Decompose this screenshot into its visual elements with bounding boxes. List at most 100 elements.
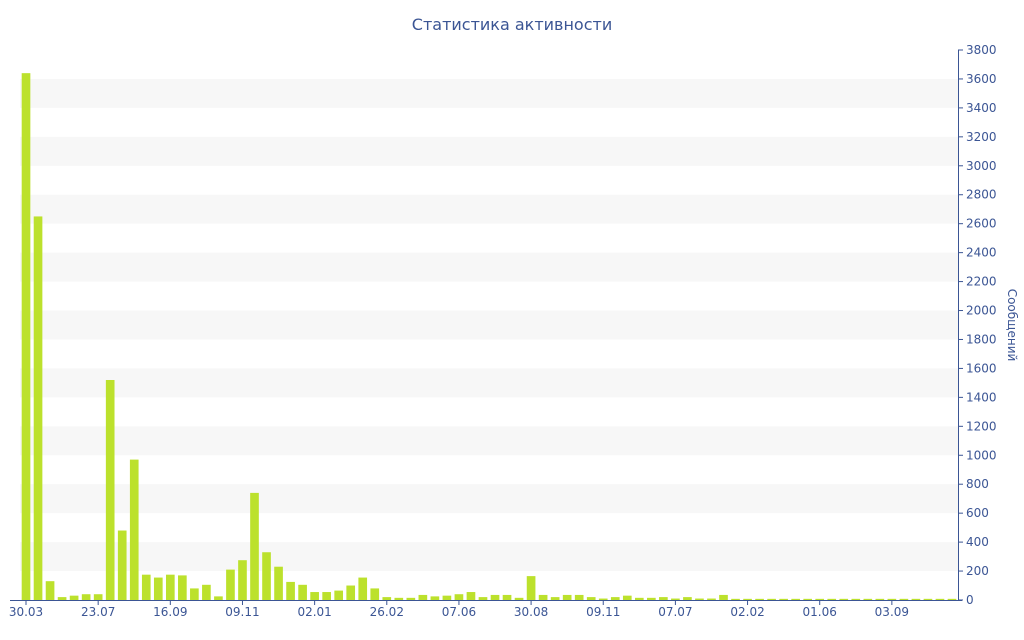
bar [178, 575, 187, 600]
bar [202, 584, 211, 600]
bar [117, 530, 127, 600]
bar [671, 598, 680, 600]
x-tick-label: 30.08 [514, 605, 548, 619]
bar [731, 598, 740, 600]
bar [659, 597, 668, 600]
bar [839, 598, 849, 600]
bar [779, 598, 788, 600]
bar [418, 594, 428, 600]
bar [45, 581, 55, 600]
y-axis-label: Сообщений [1005, 289, 1019, 362]
bar [346, 585, 356, 600]
bar [622, 595, 632, 600]
x-axis-ticks: 30.03 23.07 16.09 09.11 02.01 26.02 07.06 30.08… [9, 600, 909, 619]
bar [214, 596, 223, 600]
bar [141, 574, 151, 600]
y-tick-label: 3000 [966, 159, 997, 173]
bar [430, 596, 440, 600]
bar [875, 598, 885, 600]
grid-band [20, 426, 958, 456]
bar [310, 592, 319, 600]
y-tick-label: 600 [966, 506, 989, 520]
bar [490, 594, 500, 600]
y-tick-label: 3200 [966, 130, 997, 144]
bar [394, 597, 404, 600]
x-tick-label: 23.07 [81, 605, 115, 619]
x-tick-label: 09.11 [225, 605, 259, 619]
bar [707, 598, 716, 600]
bar [923, 598, 933, 600]
y-tick-label: 1400 [966, 390, 997, 404]
bar [911, 598, 921, 600]
bar [322, 592, 331, 600]
x-tick-label: 02.02 [730, 605, 764, 619]
x-tick-label: 30.03 [9, 605, 43, 619]
y-tick-label: 3400 [966, 101, 997, 115]
x-tick-label: 07.06 [442, 605, 476, 619]
bar [286, 581, 295, 600]
y-axis-ticks: 0 200 400 600 800 1000 1200 1400 1600 1800 2000 220… [958, 43, 997, 607]
bar [250, 492, 259, 600]
y-tick-label: 2000 [966, 304, 997, 318]
bar [262, 552, 271, 600]
bar [899, 598, 909, 600]
bar [81, 594, 91, 600]
y-tick-label: 400 [966, 535, 989, 549]
grid-band [20, 542, 958, 572]
y-tick-label: 800 [966, 477, 989, 491]
bar [33, 216, 43, 600]
bar [69, 595, 79, 600]
y-tick-label: 2200 [966, 275, 997, 289]
bar [442, 595, 452, 600]
x-tick-label: 02.01 [297, 605, 331, 619]
y-tick-label: 2600 [966, 217, 997, 231]
bar [298, 584, 307, 600]
bar [634, 597, 644, 600]
bar [165, 574, 175, 600]
bar [406, 597, 416, 600]
bar [719, 594, 728, 600]
grid-band [20, 310, 958, 340]
x-tick-label: 07.07 [658, 605, 692, 619]
y-tick-label: 1000 [966, 448, 997, 462]
bar [334, 590, 344, 600]
bar [382, 597, 392, 600]
bar [827, 598, 837, 600]
bar [238, 560, 247, 600]
bar [93, 594, 103, 600]
bar [743, 598, 752, 600]
y-tick-label: 2400 [966, 246, 997, 260]
bar [586, 597, 596, 600]
bar [274, 566, 283, 600]
bar [454, 594, 464, 600]
chart-title: Статистика активности [411, 15, 613, 34]
bar [683, 597, 692, 600]
bar [851, 598, 861, 600]
y-tick-label: 1600 [966, 361, 997, 375]
bar [526, 576, 536, 600]
grid-band [20, 252, 958, 282]
bar [755, 598, 764, 600]
bar [57, 597, 67, 600]
y-tick-label: 1800 [966, 332, 997, 346]
bar [562, 594, 572, 600]
y-tick-label: 2800 [966, 188, 997, 202]
grid-band [20, 194, 958, 224]
bar [466, 592, 476, 600]
y-tick-label: 1200 [966, 419, 997, 433]
bar [550, 597, 560, 600]
bar [863, 598, 873, 600]
grid-band [20, 484, 958, 514]
bar [803, 598, 813, 600]
bar [647, 597, 656, 600]
y-tick-label: 3600 [966, 72, 997, 86]
bar [514, 597, 524, 600]
bar [190, 588, 199, 600]
bar [815, 598, 825, 600]
bar [105, 380, 115, 600]
grid-band [20, 136, 958, 166]
y-tick-label: 0 [966, 593, 974, 607]
bar [610, 597, 620, 600]
bar [129, 459, 139, 600]
